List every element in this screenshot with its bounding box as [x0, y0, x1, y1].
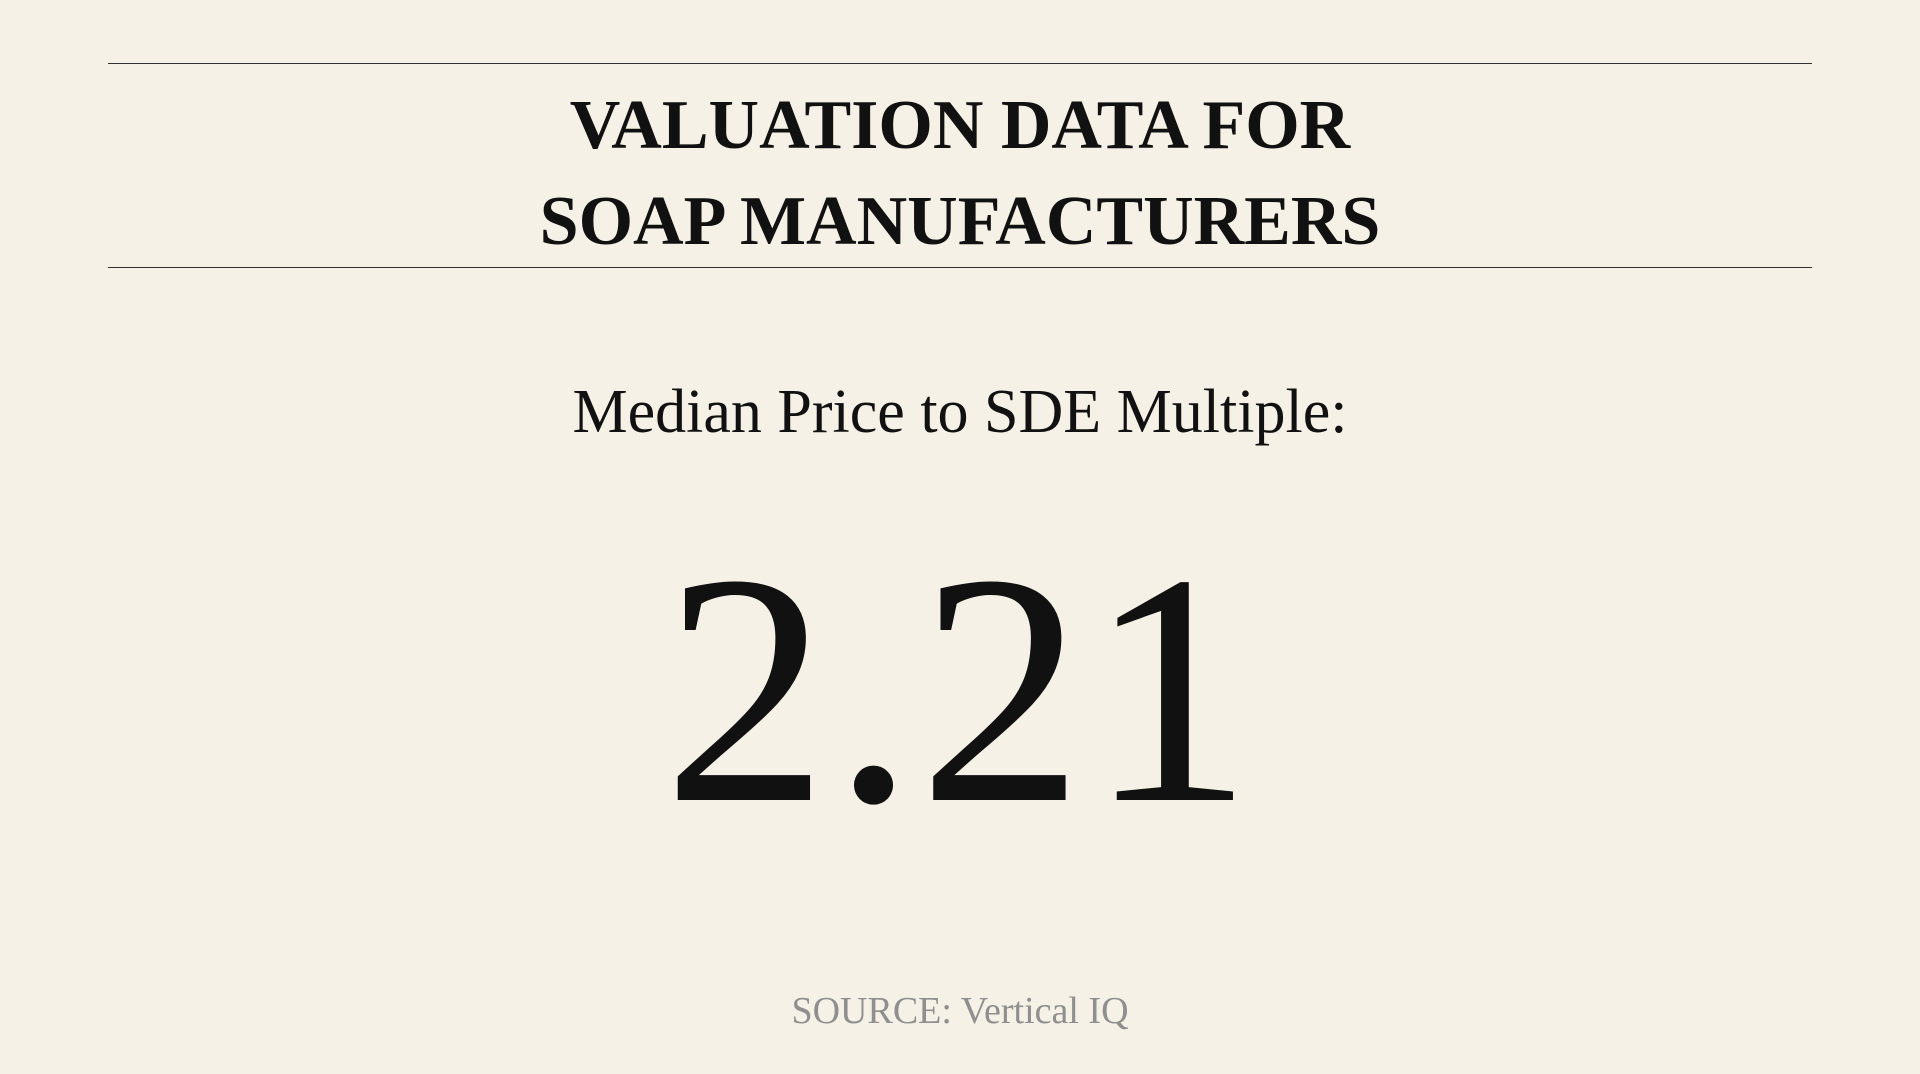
metric-value: 2.21	[663, 507, 1257, 872]
page-title: VALUATION DATA FOR SOAP MANUFACTURERS	[108, 78, 1812, 270]
top-divider	[108, 63, 1812, 64]
bottom-divider	[108, 267, 1812, 268]
title-line-2: SOAP MANUFACTURERS	[539, 183, 1381, 260]
title-line-1: VALUATION DATA FOR	[569, 87, 1351, 164]
source-attribution: SOURCE: Vertical IQ	[791, 990, 1129, 1032]
metric-label: Median Price to SDE Multiple:	[572, 378, 1348, 446]
